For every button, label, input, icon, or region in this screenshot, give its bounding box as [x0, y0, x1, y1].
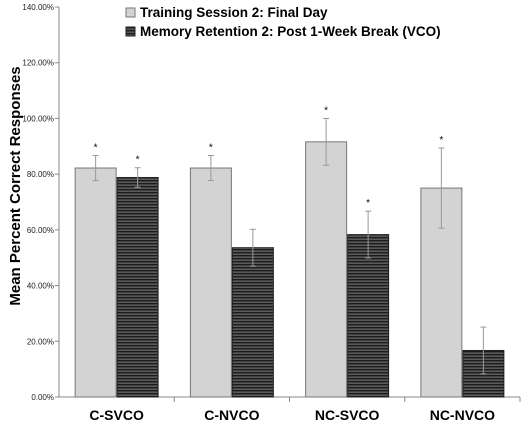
- y-tick-label: 80.00%: [27, 170, 54, 179]
- bar: [189, 167, 232, 398]
- y-tick-label: 120.00%: [22, 59, 54, 68]
- y-tick-label: 20.00%: [27, 337, 54, 346]
- x-category-label: C-NVCO: [204, 407, 259, 423]
- significance-marker: *: [324, 105, 328, 116]
- y-tick-label: 40.00%: [27, 282, 54, 291]
- significance-marker: *: [366, 198, 370, 209]
- plot-area: 0.00% 20.00% 40.00% 60.00% 80.00% 100.00% 120.…: [22, 3, 521, 423]
- significance-marker: *: [209, 142, 213, 153]
- x-category-label: NC-NVCO: [430, 407, 495, 423]
- y-tick-label: 100.00%: [22, 114, 54, 123]
- significance-marker: *: [136, 155, 140, 166]
- bar: [231, 247, 274, 398]
- y-tick-label: 60.00%: [27, 226, 54, 235]
- significance-marker: *: [439, 135, 443, 146]
- legend-label: Memory Retention 2: Post 1-Week Break (V…: [140, 24, 441, 39]
- bar: [74, 167, 117, 398]
- y-tick-label: 140.00%: [22, 3, 54, 12]
- bar: [347, 234, 390, 398]
- significance-marker: *: [94, 142, 98, 153]
- legend-swatch: [125, 7, 136, 18]
- bar: [305, 141, 348, 398]
- x-category-label: C-SVCO: [89, 407, 144, 423]
- legend: Training Session 2: Final Day Memory Rete…: [125, 5, 441, 39]
- bar: [116, 176, 159, 398]
- y-tick-label: 0.00%: [31, 393, 54, 402]
- x-category-label: NC-SVCO: [315, 407, 380, 423]
- legend-swatch: [125, 26, 136, 37]
- y-axis-title: Mean Percent Correct Responses: [7, 66, 24, 305]
- legend-label: Training Session 2: Final Day: [140, 5, 328, 20]
